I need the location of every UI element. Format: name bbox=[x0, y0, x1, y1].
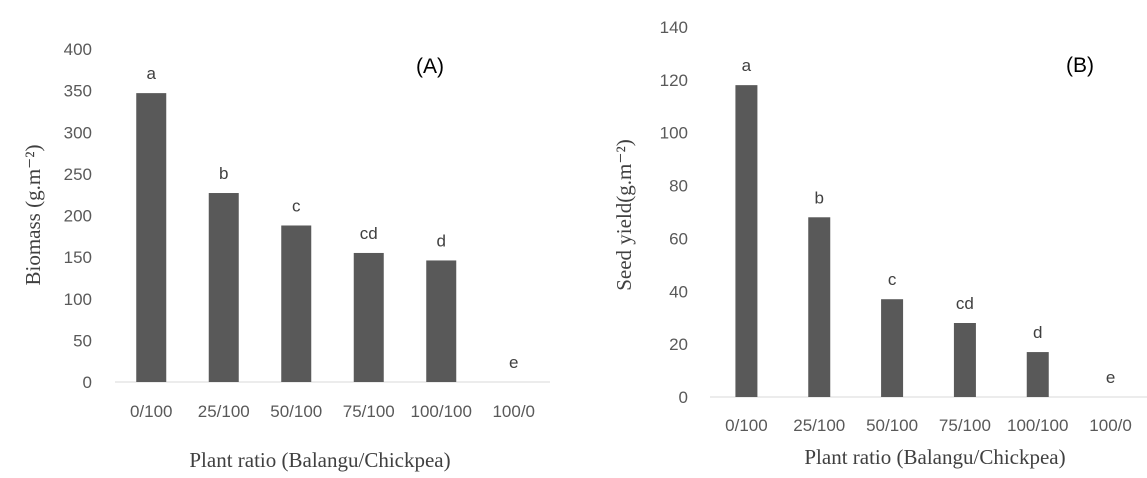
y-tick-label: 50 bbox=[73, 331, 92, 350]
x-tick-label: 25/100 bbox=[793, 416, 845, 435]
y-tick-label: 20 bbox=[669, 335, 688, 354]
y-tick-label: 150 bbox=[64, 248, 92, 267]
bar bbox=[735, 85, 758, 398]
significance-letter: d bbox=[1033, 323, 1042, 342]
y-tick-label: 0 bbox=[83, 373, 92, 392]
bar bbox=[281, 225, 312, 382]
x-tick-label: 25/100 bbox=[198, 402, 250, 421]
x-tick-label: 0/100 bbox=[130, 402, 173, 421]
bar bbox=[426, 260, 457, 382]
bar bbox=[1026, 352, 1049, 397]
y-tick-label: 40 bbox=[669, 282, 688, 301]
y-axis-title: Seed yield(g.m⁻²) bbox=[612, 139, 636, 291]
y-tick-label: 300 bbox=[64, 123, 92, 142]
bar bbox=[953, 323, 976, 397]
y-tick-label: 140 bbox=[660, 18, 688, 37]
y-tick-label: 200 bbox=[64, 207, 92, 226]
significance-letter: e bbox=[509, 353, 518, 372]
bar bbox=[881, 299, 904, 397]
chart-panel-a: 0 50 100 150 200 250 300 350 400 a 0/100 b 25/100 c 50… bbox=[21, 40, 550, 472]
significance-letter: c bbox=[292, 196, 301, 215]
y-tick-label: 250 bbox=[64, 165, 92, 184]
y-axis-title: Biomass (g.m⁻²) bbox=[21, 144, 45, 285]
y-tick-label: 400 bbox=[64, 40, 92, 59]
x-tick-label: 0/100 bbox=[725, 416, 768, 435]
significance-letter: a bbox=[147, 64, 157, 83]
bar bbox=[353, 252, 384, 382]
y-tick-label: 60 bbox=[669, 229, 688, 248]
y-tick-label: 80 bbox=[669, 177, 688, 196]
bar bbox=[208, 193, 239, 382]
x-axis-title: Plant ratio (Balangu/Chickpea) bbox=[189, 448, 450, 472]
x-tick-label: 100/0 bbox=[1089, 416, 1132, 435]
significance-letter: c bbox=[888, 270, 897, 289]
x-tick-label: 50/100 bbox=[270, 402, 322, 421]
y-tick-label: 350 bbox=[64, 82, 92, 101]
x-tick-label: 50/100 bbox=[866, 416, 918, 435]
panel-label: (B) bbox=[1066, 54, 1094, 77]
significance-letter: d bbox=[437, 231, 446, 250]
chart-panel-b: 0 20 40 60 80 100 120 140 a 0/100 b 25/100 c 50/100 cd… bbox=[612, 18, 1147, 469]
significance-letter: e bbox=[1106, 368, 1115, 387]
bar bbox=[808, 217, 831, 397]
x-axis-title: Plant ratio (Balangu/Chickpea) bbox=[804, 445, 1065, 469]
significance-letter: b bbox=[219, 164, 228, 183]
y-tick-label: 100 bbox=[64, 290, 92, 309]
significance-letter: cd bbox=[956, 294, 974, 313]
panel-label: (A) bbox=[416, 55, 444, 78]
x-tick-label: 100/100 bbox=[1007, 416, 1068, 435]
bar bbox=[136, 93, 167, 382]
x-tick-label: 75/100 bbox=[343, 402, 395, 421]
y-tick-label: 0 bbox=[679, 388, 688, 407]
significance-letter: cd bbox=[360, 224, 378, 243]
x-tick-label: 100/100 bbox=[411, 402, 472, 421]
significance-letter: a bbox=[742, 56, 752, 75]
y-tick-label: 100 bbox=[660, 124, 688, 143]
y-tick-label: 120 bbox=[660, 71, 688, 90]
significance-letter: b bbox=[815, 188, 824, 207]
x-tick-label: 75/100 bbox=[939, 416, 991, 435]
x-tick-label: 100/0 bbox=[492, 402, 535, 421]
